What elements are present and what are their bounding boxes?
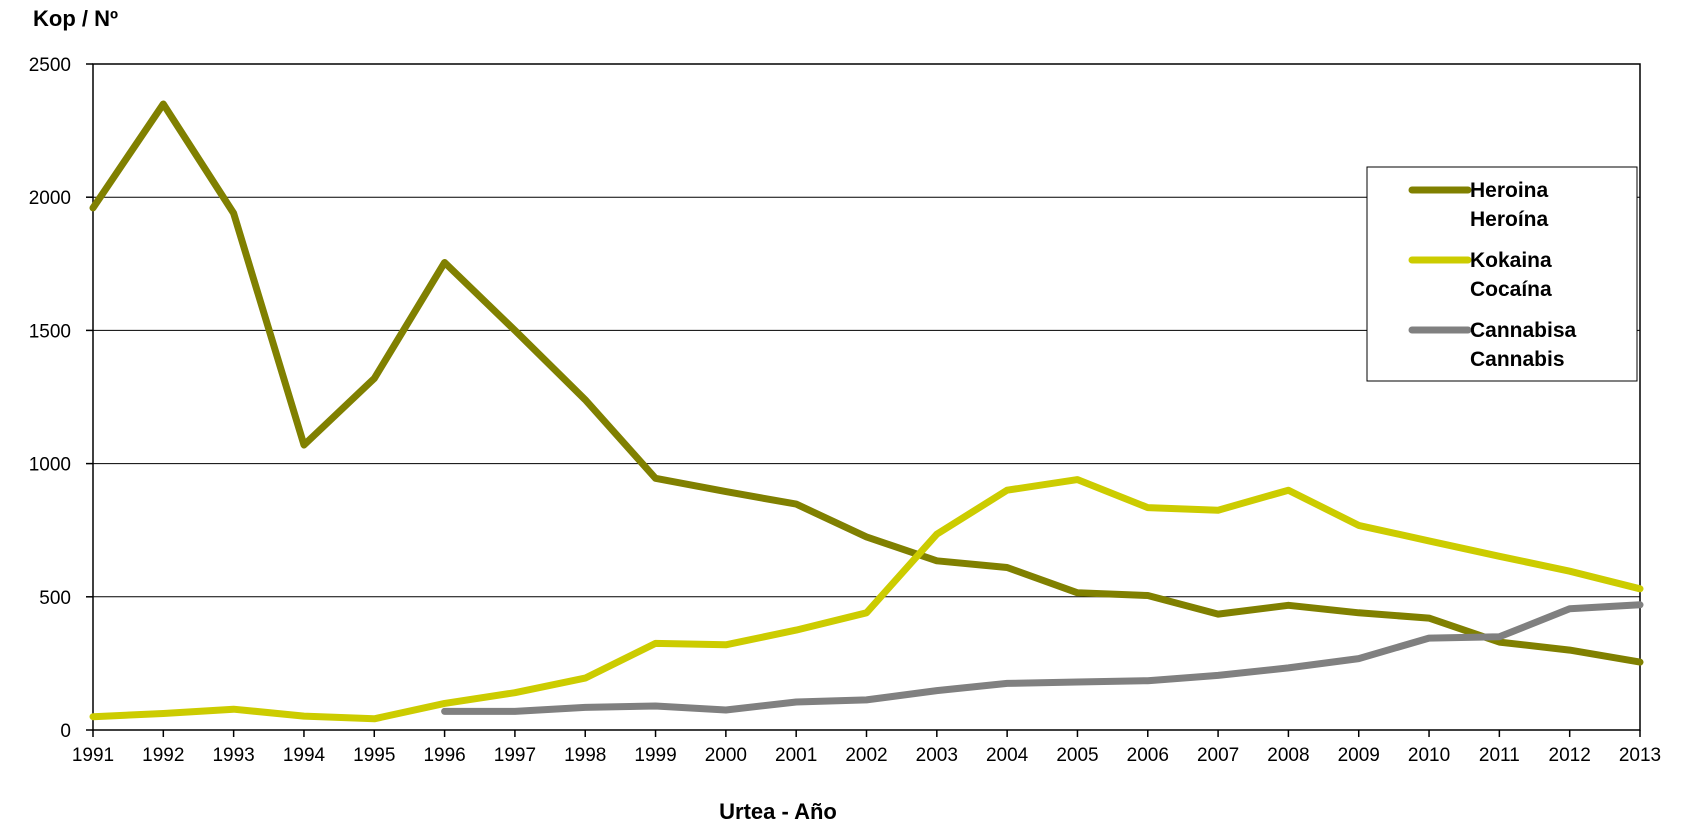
y-tick-label: 2500 <box>29 55 71 76</box>
x-tick-label: 2008 <box>1267 745 1309 766</box>
legend-label-heroina-eu: Heroina <box>1470 179 1549 202</box>
x-tick-label: 1992 <box>142 745 184 766</box>
x-tick-label: 2003 <box>916 745 958 766</box>
x-tick-label: 1991 <box>72 745 114 766</box>
legend-label-heroina-es: Heroína <box>1470 208 1549 231</box>
series-lines <box>89 100 1644 723</box>
x-tick-label: 2002 <box>845 745 887 766</box>
x-tick-label: 1996 <box>423 745 465 766</box>
x-axis-ticks: 1991 1992 1993 1994 1995 1996 1997 1998 1999 2000… <box>72 730 1661 766</box>
x-tick-label: 2013 <box>1619 745 1661 766</box>
x-tick-label: 2012 <box>1549 745 1591 766</box>
series-line-kokaina <box>89 476 1644 723</box>
y-tick-label: 1000 <box>29 455 71 476</box>
x-tick-label: 2011 <box>1479 745 1520 766</box>
y-axis-title: Kop / Nº <box>33 6 118 31</box>
y-axis-ticks: 0 500 1000 1500 2000 2500 <box>29 55 93 742</box>
plot-area-frame <box>92 63 1641 731</box>
y-tick-label: 1500 <box>29 321 71 342</box>
x-tick-label: 2001 <box>775 745 817 766</box>
x-tick-label: 2004 <box>986 745 1029 766</box>
x-axis-title: Urtea - Año <box>719 799 837 821</box>
x-tick-label: 1999 <box>634 745 676 766</box>
x-tick-label: 2010 <box>1408 745 1450 766</box>
x-tick-label: 2000 <box>705 745 747 766</box>
legend-label-kokaina-eu: Kokaina <box>1470 249 1552 272</box>
legend-label-cannabisa-es: Cannabis <box>1470 348 1565 371</box>
y-tick-label: 0 <box>60 721 71 742</box>
legend: Heroina Heroína Kokaina Cocaína Cannabis… <box>1366 166 1638 382</box>
x-tick-label: 1997 <box>494 745 536 766</box>
x-tick-label: 2006 <box>1127 745 1169 766</box>
x-tick-label: 1994 <box>283 745 326 766</box>
x-tick-label: 2005 <box>1056 745 1098 766</box>
series-line-heroina <box>89 100 1644 666</box>
legend-label-kokaina-es: Cocaína <box>1470 278 1552 301</box>
x-tick-label: 2007 <box>1197 745 1239 766</box>
series-line-cannabisa <box>441 601 1644 715</box>
y-tick-label: 500 <box>39 588 71 609</box>
x-tick-label: 1995 <box>353 745 395 766</box>
gridlines <box>93 63 1640 731</box>
legend-label-cannabisa-eu: Cannabisa <box>1470 319 1577 342</box>
y-tick-label: 2000 <box>29 188 71 209</box>
x-tick-label: 1998 <box>564 745 606 766</box>
legend-box <box>1366 166 1638 382</box>
x-tick-label: 2009 <box>1338 745 1380 766</box>
x-tick-label: 1993 <box>212 745 254 766</box>
